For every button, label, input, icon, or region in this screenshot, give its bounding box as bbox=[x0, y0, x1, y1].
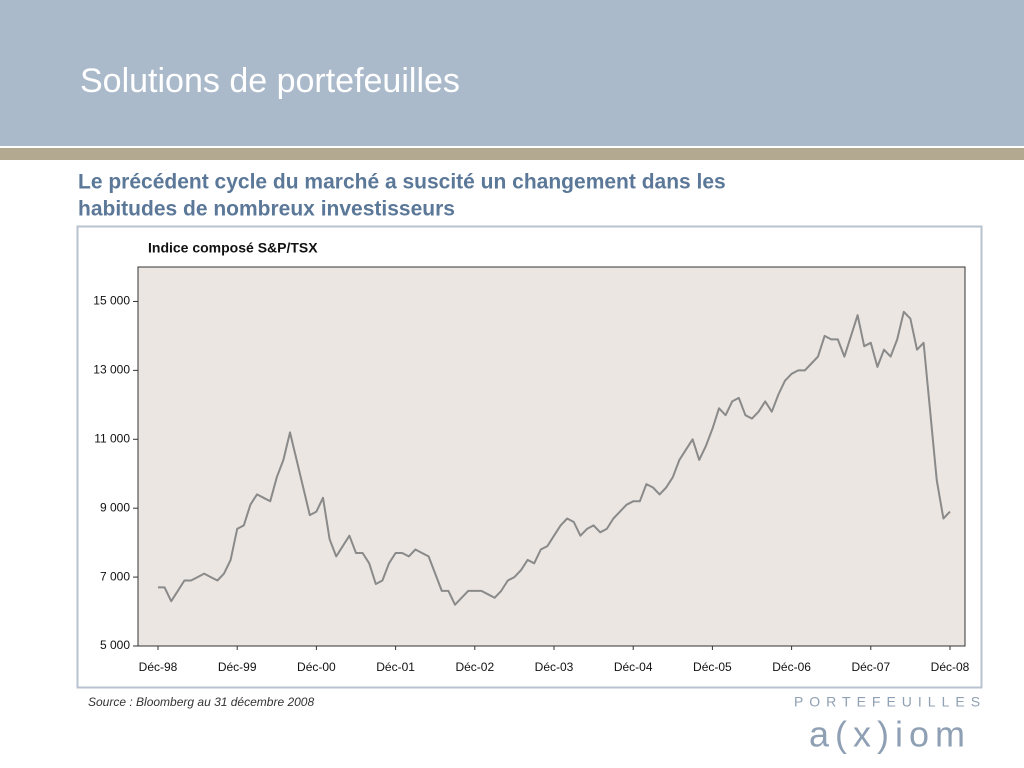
y-tick-label: 9 000 bbox=[100, 500, 130, 514]
index-line bbox=[158, 310, 951, 606]
y-tick-label: 15 000 bbox=[93, 294, 130, 308]
logo-top: PORTEFEUILLES bbox=[794, 694, 986, 710]
header-band bbox=[0, 0, 1024, 146]
x-tick-label: Déc-04 bbox=[614, 660, 653, 674]
plot-area bbox=[137, 266, 966, 647]
x-tick-label: Déc-06 bbox=[772, 660, 811, 674]
x-tick-label: Déc-98 bbox=[139, 660, 178, 674]
x-tick-label: Déc-00 bbox=[297, 660, 336, 674]
x-tick-label: Déc-08 bbox=[931, 660, 970, 674]
x-tick-label: Déc-07 bbox=[851, 660, 890, 674]
y-tick-label: 7 000 bbox=[100, 569, 130, 583]
x-tick-label: Déc-01 bbox=[376, 660, 415, 674]
heading: habitudes de nombreux investisseurs bbox=[78, 198, 455, 221]
x-tick-label: Déc-99 bbox=[218, 660, 257, 674]
x-tick-label: Déc-02 bbox=[455, 660, 494, 674]
y-tick-label: 13 000 bbox=[93, 363, 130, 377]
chart-title: Indice composé S&P/TSX bbox=[148, 240, 318, 256]
slide-title: Solutions de portefeuilles bbox=[80, 62, 460, 100]
header-stripe bbox=[0, 148, 1024, 160]
heading: Le précédent cycle du marché a suscité u… bbox=[78, 171, 726, 194]
plot: 5 000 7 000 9 000 11 000 13 000 15 000 Déc-98 D… bbox=[93, 294, 969, 675]
x-tick-label: Déc-03 bbox=[535, 660, 574, 674]
y-tick-label: 11 000 bbox=[94, 431, 130, 445]
logo-name: a(x)iom bbox=[809, 714, 971, 755]
y-tick-label: 5 000 bbox=[100, 638, 130, 652]
source-note: Source : Bloomberg au 31 décembre 2008 bbox=[88, 695, 314, 709]
x-tick-label: Déc-05 bbox=[693, 660, 732, 674]
